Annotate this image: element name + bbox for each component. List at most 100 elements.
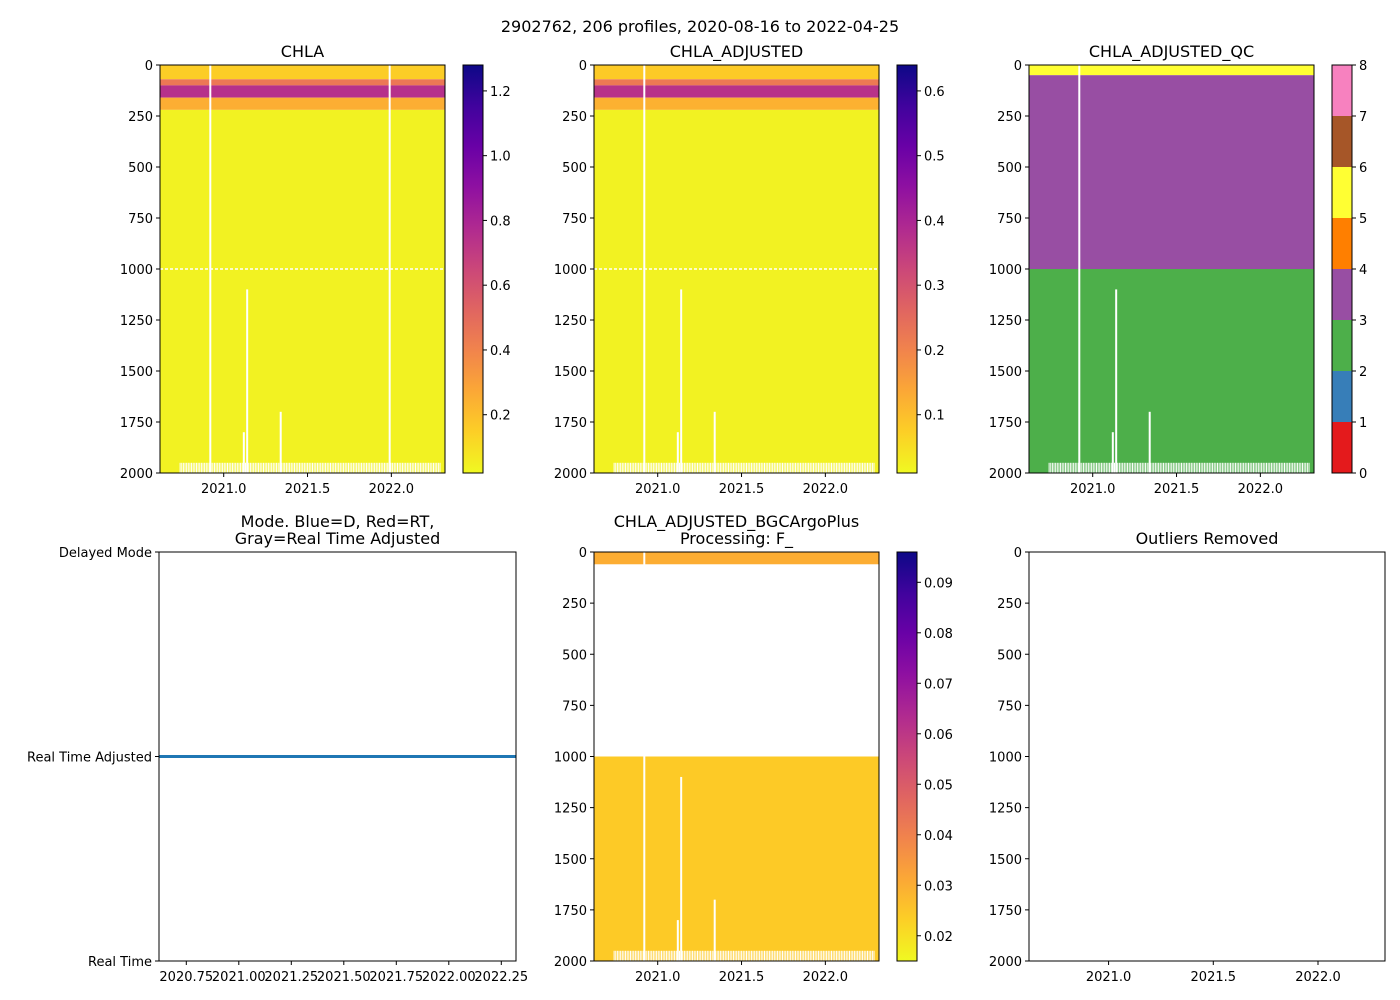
y-tick-label: 250 [997, 110, 1022, 125]
colorbar-category [1332, 371, 1352, 422]
heatmap-band [160, 79, 445, 86]
missing-profile [643, 65, 646, 473]
y-tick-label: 1750 [554, 904, 587, 919]
y-tick-label: 500 [128, 161, 153, 176]
y-tick-label: 1750 [989, 904, 1022, 919]
x-tick-label: 2022.0 [803, 970, 849, 985]
colorbar-tick-label: 0.2 [924, 344, 945, 359]
panel-title-line: Mode. Blue=D, Red=RT, [241, 512, 435, 531]
x-tick-label: 2021.0 [635, 970, 681, 985]
y-tick-label: 1000 [554, 751, 587, 766]
y-tick-label: 1000 [989, 263, 1022, 278]
colorbar-tick-label: 0.5 [924, 150, 945, 165]
colorbar-tick-label: 5 [1359, 212, 1367, 227]
colorbar-tick-label: 0 [1359, 467, 1367, 482]
y-tick-label: 1250 [554, 802, 587, 817]
colorbar-tick-label: 3 [1359, 314, 1367, 329]
colorbar-tick-label: 6 [1359, 161, 1367, 176]
panel-title-line: CHLA_ADJUSTED_BGCArgoPlus [614, 512, 860, 532]
y-tick-label: 1250 [554, 314, 587, 329]
x-tick-label: 2022.0 [369, 482, 415, 497]
missing-profile [209, 65, 212, 473]
panel-title-line: CHLA [281, 42, 324, 61]
plot-area-chla_adjusted [594, 65, 879, 473]
heatmap-band [594, 756, 879, 961]
y-tick-label: 250 [562, 110, 587, 125]
x-tick-label: 2021.0 [635, 482, 681, 497]
colorbar-tick-label: 4 [1359, 263, 1367, 278]
y-tick-label: 1250 [120, 314, 153, 329]
missing-segment [713, 411, 716, 473]
panel-title-bgcargoplus: CHLA_ADJUSTED_BGCArgoPlus Processing: F_ [614, 512, 860, 549]
y-tick-label: 750 [562, 699, 587, 714]
panel-title-outliers: Outliers Removed [1136, 529, 1279, 548]
panel-outliers: Outliers Removed 2021.0 2021.5 2022.0 0 250 50… [989, 529, 1386, 985]
heatmap-band [160, 65, 445, 80]
y-tick-label: 0 [1014, 59, 1022, 74]
y-tick-label: Delayed Mode [59, 546, 152, 561]
x-tick-label: 2021.0 [1086, 970, 1132, 985]
y-tick-label: 1750 [989, 416, 1022, 431]
y-tick-label: 1250 [989, 802, 1022, 817]
colorbar-category [1332, 422, 1352, 473]
y-tick-label: 750 [562, 212, 587, 227]
colorbar-tick-label: 0.2 [490, 409, 511, 424]
plot-area-chla [160, 65, 445, 473]
panel-title-line: CHLA_ADJUSTED [670, 42, 803, 62]
panel-chla_adjusted: CHLA_ADJUSTED 2021.0 2021.5 2022.0 0 250 500 75… [554, 42, 945, 497]
colorbar-tick-label: 0.02 [924, 930, 953, 945]
x-tick-label: 2020.75 [159, 970, 213, 985]
heatmap-band [594, 97, 879, 110]
colorbar-tick-label: 0.08 [924, 627, 953, 642]
colorbar-category [1332, 116, 1352, 167]
x-tick-label: 2021.00 [212, 970, 266, 985]
colorbar-category [1332, 320, 1352, 371]
missing-profile [388, 65, 391, 473]
panel-title-chla_adjusted: CHLA_ADJUSTED [670, 42, 803, 62]
colorbar-tick-label: 0.8 [490, 214, 511, 229]
x-tick-label: 2021.5 [719, 970, 765, 985]
x-tick-label: 2021.50 [317, 970, 371, 985]
y-tick-label: 1000 [554, 263, 587, 278]
panel-title-line: Processing: F_ [680, 529, 794, 549]
colorbar-tick-label: 1.0 [490, 150, 511, 165]
qc-layer [1029, 65, 1314, 76]
missing-segment [676, 432, 679, 473]
heatmap-band [594, 552, 879, 565]
y-tick-label: 500 [562, 648, 587, 663]
y-tick-label: 0 [579, 546, 587, 561]
x-tick-label: 2021.0 [1070, 482, 1116, 497]
y-tick-label: Real Time Adjusted [27, 751, 152, 766]
x-tick-label: 2022.0 [1238, 482, 1284, 497]
missing-segment [676, 920, 679, 961]
missing-segment [680, 289, 683, 473]
panel-chla: CHLA 2021.0 2021.5 2022.0 0 250 500 750 1000 1250… [120, 42, 511, 497]
colorbar-fill [897, 65, 917, 473]
colorbar-tick-label: 0.4 [490, 344, 511, 359]
colorbar-tick-label: 1.2 [490, 85, 511, 100]
y-tick-label: 1000 [120, 263, 153, 278]
colorbar-tick-label: 0.03 [924, 879, 953, 894]
y-tick-label: 0 [579, 59, 587, 74]
plot-area-chla_adjusted_qc [1029, 65, 1314, 473]
y-tick-label: 750 [128, 212, 153, 227]
heatmap-band [160, 97, 445, 110]
qc-layer [1029, 75, 1314, 269]
y-tick-label: 2000 [989, 467, 1022, 482]
missing-segment [713, 899, 716, 961]
colorbar-category [1332, 218, 1352, 269]
heatmap-band [594, 79, 879, 86]
y-tick-label: 500 [997, 161, 1022, 176]
panel-title-line: Outliers Removed [1136, 529, 1279, 548]
colorbar-frame [462, 64, 484, 474]
x-tick-label: 2022.0 [1295, 970, 1341, 985]
y-tick-label: 2000 [554, 955, 587, 970]
y-tick-label: 2000 [554, 467, 587, 482]
colorbar-tick-label: 0.09 [924, 576, 953, 591]
y-tick-label: 1500 [989, 365, 1022, 380]
missing-segment [1111, 432, 1114, 473]
x-tick-label: 2022.00 [422, 970, 476, 985]
heatmap-band [594, 109, 879, 473]
colorbar-category [1332, 269, 1352, 320]
